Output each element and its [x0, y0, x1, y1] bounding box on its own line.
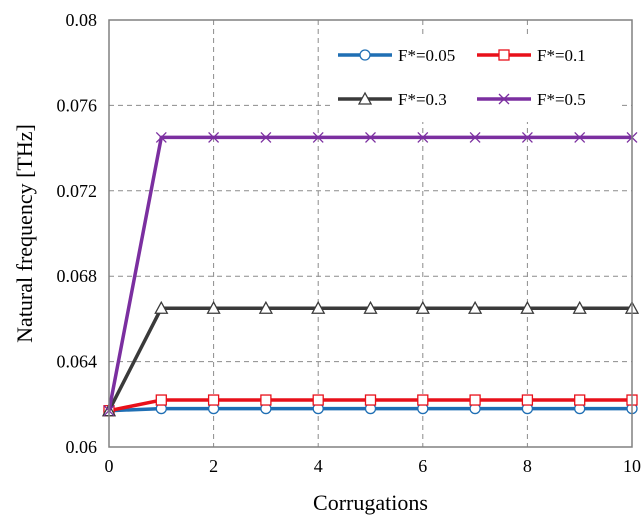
x-axis-label: Corrugations — [313, 490, 428, 515]
y-axis-label: Natural frequency [THz] — [12, 124, 37, 343]
data-point — [311, 300, 326, 314]
data-point — [415, 300, 430, 314]
data-point — [312, 131, 324, 143]
legend-item: F*=0.5 — [477, 90, 586, 109]
data-point — [521, 131, 533, 143]
y-tick-label: 0.06 — [66, 437, 98, 457]
x-tick-label: 8 — [523, 456, 532, 476]
series-group — [101, 131, 640, 417]
x-tick-label: 10 — [623, 456, 641, 476]
legend-label: F*=0.1 — [537, 46, 586, 65]
data-point — [364, 394, 377, 406]
x-tick-label: 6 — [418, 456, 427, 476]
series-x — [103, 131, 638, 417]
legend-item: F*=0.1 — [477, 46, 586, 65]
data-point — [206, 300, 221, 314]
plot-area-frame — [108, 19, 633, 448]
data-point — [574, 131, 586, 143]
y-tick-label: 0.076 — [57, 95, 98, 115]
data-point — [208, 131, 220, 143]
data-point — [155, 394, 167, 406]
x-tick-label: 0 — [105, 456, 114, 476]
data-point — [574, 394, 586, 406]
data-point — [520, 300, 535, 314]
legend-marker — [357, 91, 373, 105]
data-point — [365, 131, 376, 143]
x-tick-label: 4 — [314, 456, 323, 476]
data-point — [521, 394, 534, 406]
data-point — [572, 300, 587, 314]
data-point — [155, 131, 167, 143]
legend-label: F*=0.3 — [398, 90, 447, 109]
legend-marker — [498, 49, 510, 61]
data-point — [154, 300, 169, 314]
legend-item: F*=0.05 — [338, 46, 455, 65]
y-tick-label: 0.068 — [57, 266, 98, 286]
legend-item: F*=0.3 — [338, 90, 447, 109]
series-line — [107, 135, 632, 412]
y-tick-label: 0.08 — [66, 10, 98, 30]
series-triangle — [101, 300, 640, 417]
data-point — [469, 394, 481, 406]
legend-label: F*=0.5 — [537, 90, 586, 109]
data-point — [258, 300, 273, 314]
data-point — [363, 300, 378, 314]
legend-label: F*=0.05 — [398, 46, 455, 65]
legend-background — [330, 36, 620, 122]
data-point — [260, 131, 272, 143]
data-point — [312, 394, 324, 406]
legend-marker — [498, 93, 510, 105]
data-point — [207, 394, 220, 406]
data-point — [260, 394, 272, 406]
data-point — [417, 394, 429, 406]
data-point — [469, 131, 481, 143]
data-point — [468, 300, 483, 314]
y-tick-label: 0.072 — [57, 181, 98, 201]
x-tick-label: 2 — [209, 456, 218, 476]
legend-marker — [359, 49, 371, 61]
data-point — [417, 131, 429, 143]
y-tick-label: 0.064 — [57, 352, 98, 372]
tick-labels: 0 2 4 6 8 10 0.06 0.064 0.068 0.072 0.076 0.08 — [57, 10, 642, 476]
legend: F*=0.05 F*=0.1 F*=0.3 F*=0.5 — [330, 36, 620, 122]
